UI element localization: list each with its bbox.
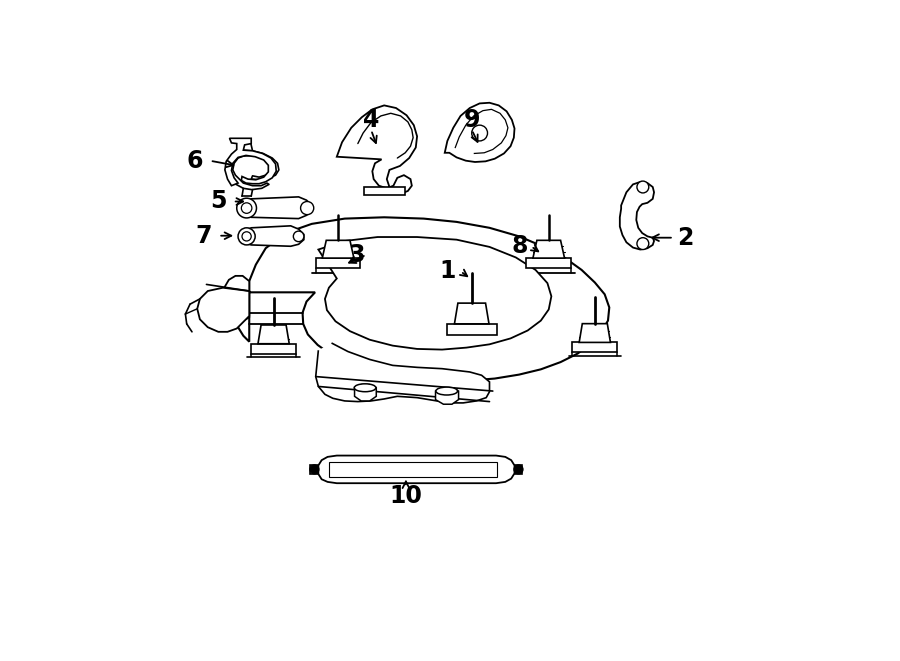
Circle shape	[472, 125, 488, 141]
Polygon shape	[355, 385, 376, 401]
Text: 1: 1	[440, 259, 456, 284]
Polygon shape	[242, 226, 304, 247]
Polygon shape	[197, 288, 249, 332]
Polygon shape	[225, 138, 276, 186]
Text: 2: 2	[677, 225, 693, 250]
Polygon shape	[242, 197, 311, 219]
Text: 9: 9	[464, 108, 480, 132]
Text: 4: 4	[363, 108, 379, 132]
Polygon shape	[310, 465, 319, 474]
Polygon shape	[515, 465, 522, 474]
Polygon shape	[258, 325, 289, 344]
Polygon shape	[572, 342, 617, 352]
Circle shape	[241, 203, 252, 214]
Polygon shape	[328, 462, 498, 477]
Polygon shape	[364, 187, 405, 195]
Circle shape	[514, 465, 523, 474]
Polygon shape	[526, 258, 572, 268]
Circle shape	[242, 232, 251, 241]
Polygon shape	[533, 241, 564, 258]
Circle shape	[237, 198, 256, 218]
Text: 5: 5	[210, 190, 227, 214]
Ellipse shape	[436, 387, 457, 395]
Polygon shape	[236, 217, 609, 381]
Circle shape	[637, 238, 649, 250]
Polygon shape	[337, 105, 417, 194]
Text: 7: 7	[195, 223, 212, 248]
Polygon shape	[454, 303, 489, 324]
Polygon shape	[436, 388, 459, 405]
Circle shape	[293, 231, 304, 242]
Polygon shape	[322, 241, 354, 258]
Polygon shape	[222, 276, 249, 321]
Polygon shape	[316, 258, 361, 268]
Ellipse shape	[355, 384, 376, 392]
Text: 3: 3	[348, 243, 364, 267]
Circle shape	[310, 465, 319, 474]
Polygon shape	[251, 344, 296, 354]
Polygon shape	[445, 102, 515, 162]
Polygon shape	[319, 455, 515, 483]
Text: 10: 10	[390, 485, 422, 508]
Polygon shape	[446, 324, 497, 335]
Text: 6: 6	[186, 149, 202, 173]
Circle shape	[301, 202, 314, 215]
Circle shape	[637, 181, 649, 193]
Text: 8: 8	[511, 234, 528, 258]
Polygon shape	[316, 343, 490, 403]
Polygon shape	[319, 237, 552, 350]
Polygon shape	[580, 324, 610, 342]
Polygon shape	[620, 182, 654, 250]
Circle shape	[238, 228, 256, 245]
